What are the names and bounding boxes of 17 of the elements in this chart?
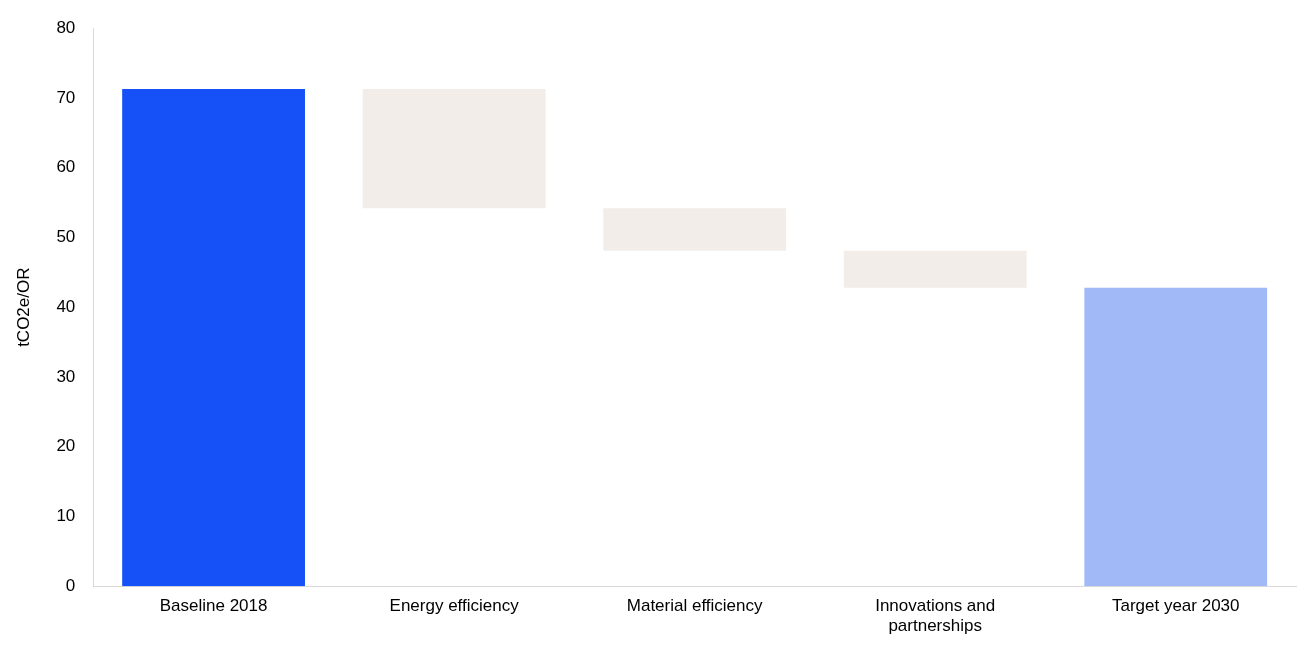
y-tick-label: 0 [65, 575, 76, 595]
y-tick-label: 20 [56, 436, 76, 456]
y-tick-label: 10 [56, 506, 76, 526]
x-tick-label: Material efficiency [626, 596, 764, 616]
bar [1084, 287, 1268, 587]
y-tick-label: 30 [56, 366, 76, 386]
y-tick-label: 70 [56, 87, 76, 107]
x-tick-label: Baseline 2018 [159, 596, 268, 616]
y-tick-label: 50 [56, 227, 76, 247]
y-tick-label: 60 [56, 157, 76, 177]
y-axis-title: tCO2e/OR [13, 267, 33, 347]
bar [122, 88, 305, 587]
x-tick-label: Innovations and partnerships [875, 596, 996, 636]
y-tick-label: 80 [56, 17, 76, 37]
x-tick-label: Energy efficiency [389, 596, 520, 616]
y-tick-label: 40 [56, 296, 76, 316]
x-tick-label: Target year 2030 [1111, 596, 1240, 616]
